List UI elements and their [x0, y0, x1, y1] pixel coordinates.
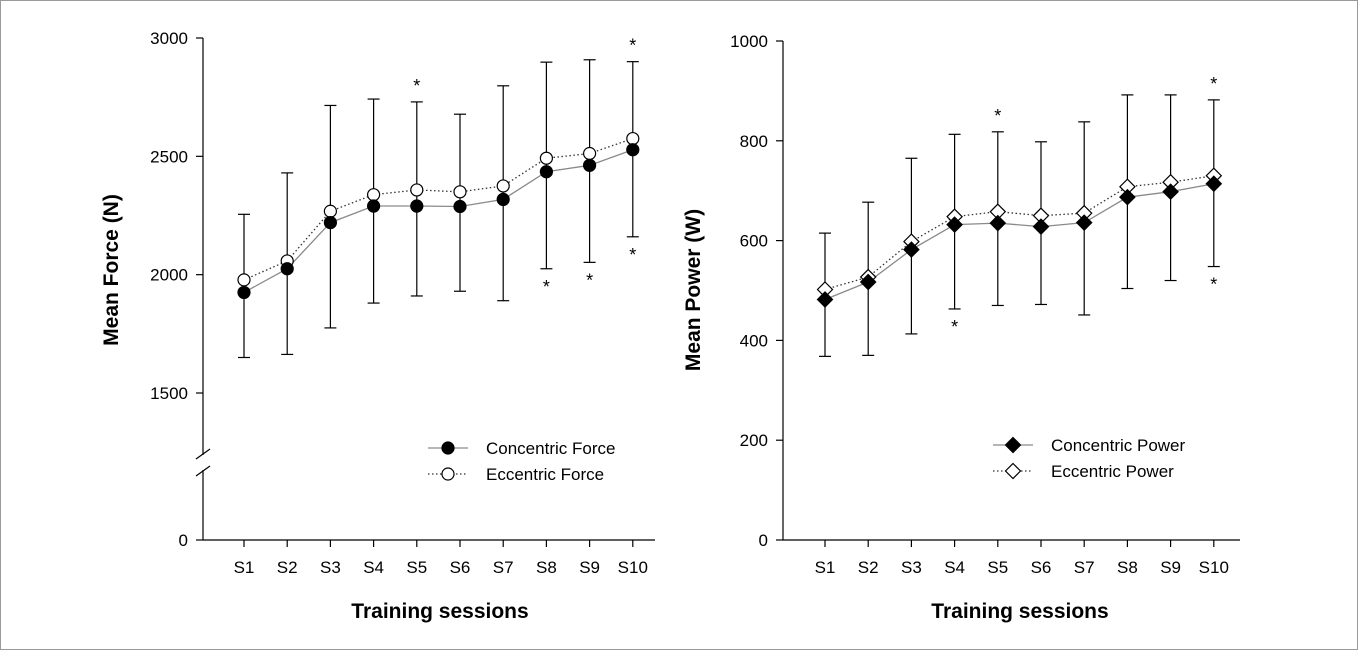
chart0-annotation-star-0: *: [413, 76, 420, 96]
chart0-point-concentric-force-9: [626, 143, 640, 157]
chart0-point-concentric-force-4: [410, 199, 424, 213]
chart0-x-tick-label-8: S9: [579, 558, 600, 577]
chart1-y-tick-label-1: 200: [740, 431, 768, 450]
chart0-point-eccentric-force-2: [323, 204, 337, 218]
chart0-annotation-star-1: *: [629, 36, 636, 56]
chart0-x-tick-label-1: S2: [277, 558, 298, 577]
chart0-annotation-star-2: *: [543, 277, 550, 297]
chart1-x-tick-label-4: S5: [987, 558, 1008, 577]
chart0-x-axis-title: Training sessions: [351, 600, 528, 623]
chart1-point-concentric-power-7: [1119, 188, 1136, 206]
chart1-point-concentric-power-3: [946, 216, 963, 233]
chart0-x-tick-label-2: S3: [320, 558, 341, 577]
chart1-point-concentric-power-4: [989, 214, 1007, 232]
chart0-point-concentric-force-8: [582, 158, 597, 172]
chart0-point-concentric-force-2: [323, 216, 337, 230]
chart1-annotation-star-2: *: [951, 317, 958, 337]
chart0-legend-marker-0: [441, 441, 455, 455]
chart1-point-concentric-power-6: [1075, 214, 1093, 231]
chart0-point-eccentric-force-3: [367, 188, 381, 202]
chart0-y-tick-label-4: 3000: [150, 29, 188, 48]
chart0-point-eccentric-force-9: [626, 131, 640, 146]
chart0-annotation-star-3: *: [586, 270, 593, 290]
chart0-y-tick-label-0: 0: [179, 531, 188, 550]
chart0-point-eccentric-force-7: [539, 151, 554, 165]
chart0-point-concentric-force-5: [453, 199, 467, 214]
chart0-y-tick-label-1: 1500: [150, 384, 188, 403]
chart0-point-concentric-force-0: [237, 285, 251, 300]
chart0-point-eccentric-force-5: [453, 185, 467, 199]
chart1-x-tick-label-1: S2: [858, 558, 879, 577]
chart0-axis-break-mark-bottom: [195, 465, 211, 477]
chart0-x-tick-label-9: S10: [618, 558, 648, 577]
chart1-y-axis-title: Mean Power (W): [682, 209, 705, 371]
chart1-y-tick-label-5: 1000: [730, 32, 768, 51]
chart1-x-tick-label-8: S9: [1160, 558, 1181, 577]
chart1-legend-label-1: Eccentric Power: [1051, 462, 1174, 481]
chart0-point-eccentric-force-6: [496, 179, 510, 193]
chart0-x-tick-label-5: S6: [450, 558, 471, 577]
chart1-x-tick-label-9: S10: [1199, 558, 1229, 577]
chart1-y-tick-label-4: 800: [740, 132, 768, 151]
chart0-x-tick-label-4: S5: [406, 558, 427, 577]
chart1-y-tick-label-3: 600: [740, 232, 768, 251]
chart0-legend-label-0: Concentric Force: [486, 439, 615, 458]
chart1-y-tick-label-0: 0: [759, 531, 768, 550]
chart0-legend-label-1: Eccentric Force: [486, 465, 604, 484]
chart1-legend-label-0: Concentric Power: [1051, 436, 1186, 455]
chart1-point-concentric-power-1: [859, 273, 877, 291]
chart1-series-line-concentric-power: [824, 183, 1214, 301]
chart0-x-tick-label-0: S1: [234, 558, 255, 577]
chart1-point-concentric-power-5: [1032, 218, 1050, 235]
chart0-x-tick-label-6: S7: [493, 558, 514, 577]
chart1-x-tick-label-7: S8: [1117, 558, 1138, 577]
chart1-x-tick-label-3: S4: [944, 558, 965, 577]
chart1-point-concentric-power-8: [1162, 183, 1179, 201]
chart1-annotation-star-0: *: [994, 106, 1001, 126]
chart1-series-line-eccentric-power: [824, 175, 1214, 291]
chart0-point-concentric-force-3: [367, 199, 381, 213]
chart0-point-eccentric-force-0: [237, 273, 251, 287]
chart1-x-axis-title: Training sessions: [931, 600, 1108, 623]
chart1-legend-marker-0: [1004, 436, 1022, 454]
chart1-point-concentric-power-9: [1205, 175, 1223, 193]
chart1-x-tick-label-2: S3: [901, 558, 922, 577]
chart1-y-tick-label-2: 400: [740, 331, 768, 350]
chart0-legend-marker-1: [441, 467, 455, 481]
chart0-point-eccentric-force-4: [410, 183, 424, 197]
chart0-axis-break-mark-top: [195, 448, 211, 460]
chart0-series-line-eccentric-force: [243, 137, 634, 281]
chart0-point-concentric-force-7: [539, 165, 554, 179]
chart0-y-axis-title: Mean Force (N): [100, 194, 123, 346]
chart0-point-concentric-force-6: [496, 192, 510, 207]
chart1-x-tick-label-0: S1: [815, 558, 836, 577]
chart0-point-concentric-force-1: [280, 262, 294, 276]
chart1-legend-marker-1: [1004, 462, 1022, 480]
chart1-x-tick-label-6: S7: [1074, 558, 1095, 577]
chart1-point-concentric-power-0: [816, 291, 834, 308]
chart1-annotation-star-1: *: [1210, 74, 1217, 94]
chart0-series-line-concentric-force: [243, 149, 634, 293]
chart0-x-tick-label-7: S8: [536, 558, 557, 577]
chart1-annotation-star-3: *: [1210, 275, 1217, 295]
chart0-x-tick-label-3: S4: [363, 558, 384, 577]
chart0-point-eccentric-force-8: [582, 146, 597, 161]
chart0-annotation-star-4: *: [629, 245, 636, 265]
chart0-y-tick-label-2: 2000: [150, 266, 188, 285]
chart1-point-concentric-power-2: [903, 241, 920, 258]
chart0-y-tick-label-3: 2500: [150, 147, 188, 166]
chart1-x-tick-label-5: S6: [1031, 558, 1052, 577]
